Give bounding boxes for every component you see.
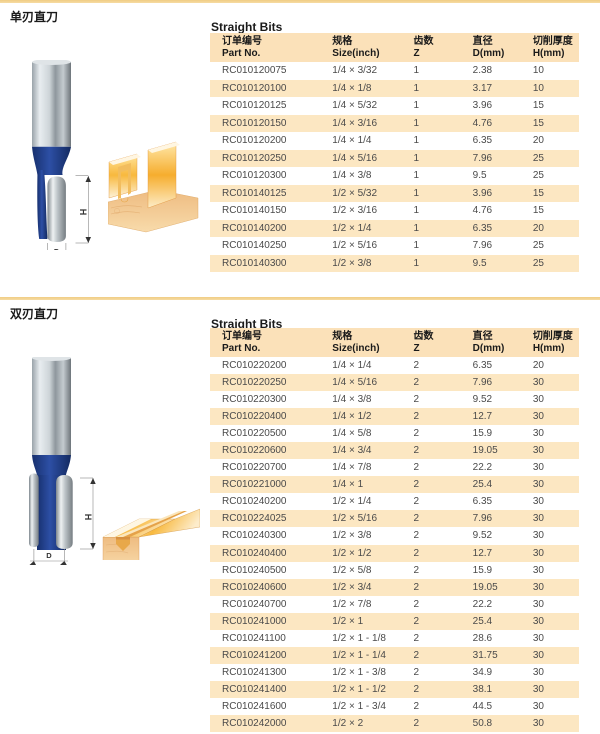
svg-text:D: D: [54, 247, 60, 250]
svg-text:H: H: [83, 514, 93, 521]
svg-text:H: H: [78, 209, 88, 216]
svg-text:D: D: [46, 551, 52, 560]
